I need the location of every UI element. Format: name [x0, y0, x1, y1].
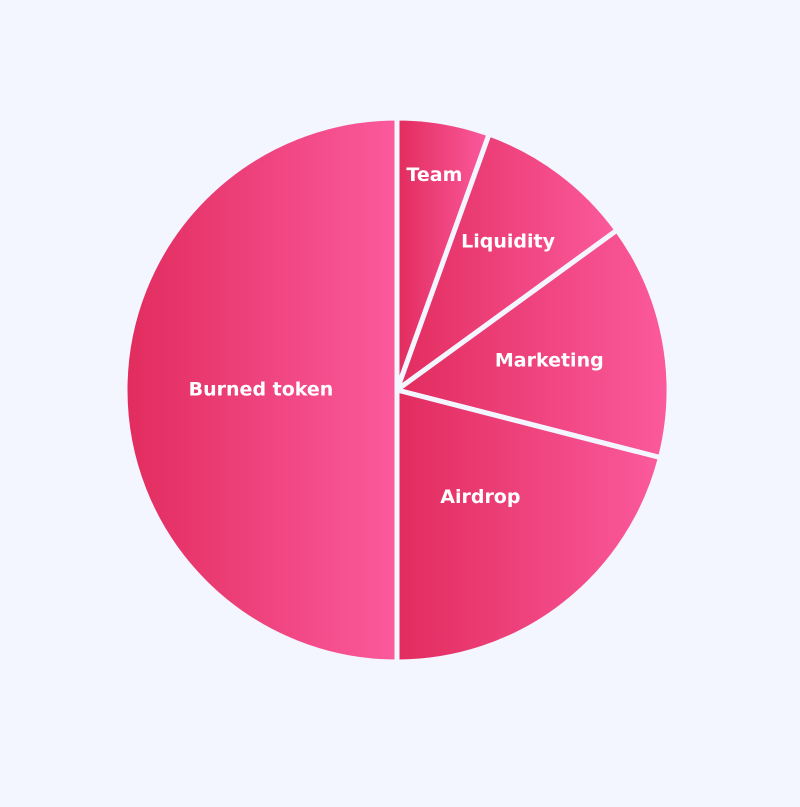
- slices-layer: [122, 115, 672, 665]
- slice-label-airdrop: Airdrop: [440, 486, 520, 508]
- pie-slice-liquidity: [394, 131, 620, 393]
- slice-label-team: Team: [406, 164, 462, 186]
- slice-label-burned-token: Burned token: [189, 379, 334, 401]
- slice-label-liquidity: Liquidity: [461, 231, 555, 253]
- slice-label-marketing: Marketing: [495, 349, 604, 371]
- pie-slice-marketing: [394, 227, 672, 461]
- pie-slice-burned-token: [122, 115, 400, 665]
- labels-layer: Team Liquidity Marketing Airdrop Burned toke…: [189, 164, 604, 508]
- pie-slice-airdrop: [394, 387, 663, 665]
